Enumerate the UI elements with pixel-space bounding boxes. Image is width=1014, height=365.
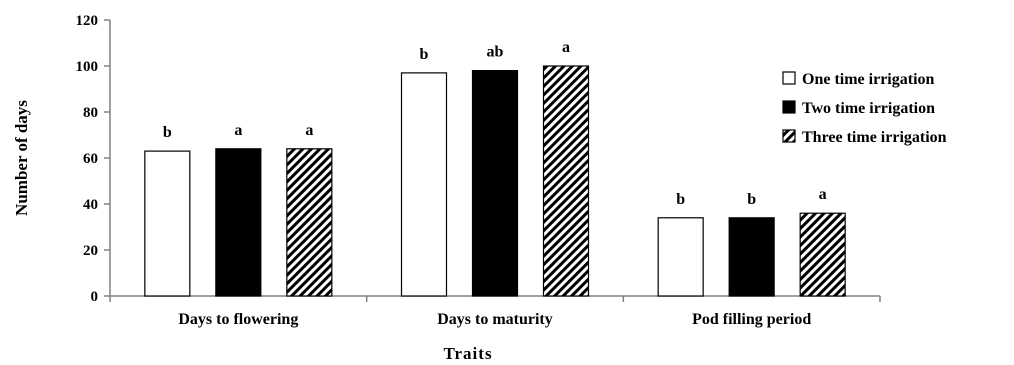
y-tick-label: 20 bbox=[83, 243, 98, 259]
bar bbox=[657, 217, 704, 297]
bar bbox=[215, 148, 262, 297]
significance-letter: a bbox=[819, 186, 827, 203]
y-axis-title: Number of days bbox=[12, 100, 31, 216]
axes: 0 20 40 60 80 100 120 Days to flowering Days to … bbox=[76, 13, 881, 328]
bar bbox=[144, 150, 191, 297]
y-tick-label: 80 bbox=[83, 105, 98, 121]
category-label: Pod filling period bbox=[692, 311, 811, 328]
bars bbox=[144, 65, 846, 297]
significance-letter: b bbox=[676, 191, 685, 208]
significance-letter: b bbox=[420, 46, 429, 63]
significance-letter: ab bbox=[487, 44, 504, 61]
y-tick-label: 0 bbox=[91, 289, 99, 305]
legend-swatch bbox=[782, 71, 796, 85]
legend-label: Three time irrigation bbox=[802, 129, 947, 146]
significance-letter: b bbox=[747, 191, 756, 208]
significance-letter: a bbox=[305, 122, 313, 139]
significance-letters: b b b a ab b a a a bbox=[163, 39, 827, 208]
y-tick-label: 120 bbox=[76, 13, 99, 29]
x-axis-title: Traits bbox=[443, 344, 492, 363]
category-label: Days to maturity bbox=[437, 311, 553, 328]
legend-label: Two time irrigation bbox=[802, 100, 935, 117]
legend: One time irrigation Two time irrigation Th… bbox=[782, 71, 947, 146]
bar bbox=[728, 217, 775, 297]
bar bbox=[542, 65, 590, 297]
y-tick-label: 60 bbox=[83, 151, 98, 167]
bar bbox=[286, 148, 333, 297]
category-label: Days to flowering bbox=[178, 311, 298, 328]
legend-swatch bbox=[782, 129, 796, 143]
bar bbox=[471, 69, 519, 297]
y-tick-label: 100 bbox=[76, 59, 99, 75]
bar bbox=[799, 212, 846, 297]
legend-swatch bbox=[782, 100, 796, 114]
significance-letter: a bbox=[562, 39, 570, 56]
legend-label: One time irrigation bbox=[802, 71, 935, 88]
bar bbox=[400, 72, 448, 297]
significance-letter: a bbox=[234, 122, 242, 139]
significance-letter: b bbox=[163, 124, 172, 141]
y-tick-label: 40 bbox=[83, 197, 98, 213]
